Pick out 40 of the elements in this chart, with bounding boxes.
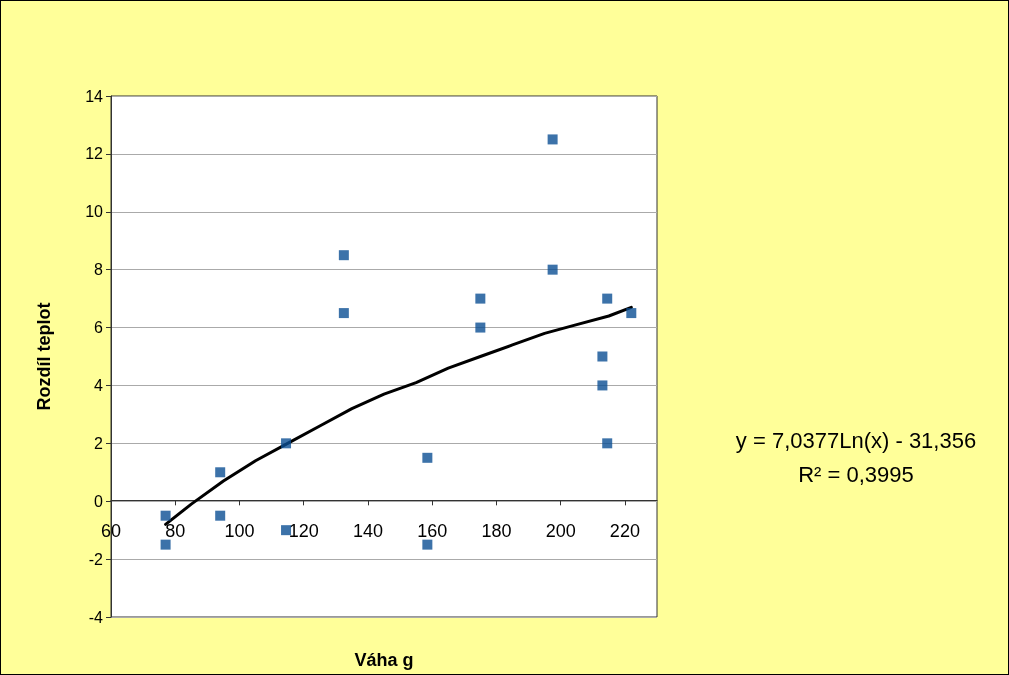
y-tick-label: 12 (85, 145, 104, 163)
y-tick-label: 10 (85, 203, 104, 221)
x-tick-label: 160 (417, 521, 448, 542)
x-tick-label: 140 (352, 521, 383, 542)
y-tick-label: 0 (94, 492, 104, 510)
text: y = 7,0377Ln(x) - 31,356 (735, 427, 977, 453)
point (160, 539, 171, 550)
point (626, 308, 637, 319)
x-tick-label: 100 (224, 521, 255, 542)
y-tick-label: 14 (85, 87, 104, 105)
point (597, 351, 608, 362)
point (475, 322, 486, 333)
y-tick-label: 6 (94, 319, 104, 337)
point (160, 510, 171, 521)
point (547, 264, 558, 275)
point (215, 510, 226, 521)
point (597, 380, 608, 391)
x-tick-label: 200 (545, 521, 576, 542)
point (215, 467, 226, 478)
text: R² = 0,3995 (798, 461, 914, 487)
point (475, 293, 486, 304)
point (338, 308, 349, 319)
y-tick-label: 2 (94, 434, 104, 452)
x-axis-title: Váha g (354, 650, 414, 670)
y-axis-title: Rozdíl teplot (34, 302, 54, 411)
y-tick-label: 4 (94, 376, 104, 394)
x-tick-label: 120 (288, 521, 319, 542)
point (602, 293, 613, 304)
x-tick-label: 180 (481, 521, 512, 542)
y-tick-label: -2 (88, 550, 104, 568)
y-tick-label: -4 (88, 608, 104, 626)
x-tick-label: 220 (609, 521, 640, 542)
point (422, 539, 433, 550)
point (547, 134, 558, 145)
point (338, 250, 349, 261)
y-tick-label: 8 (94, 261, 104, 279)
point (422, 452, 433, 463)
point (281, 438, 292, 449)
x-tick-label: 80 (165, 521, 186, 542)
point (602, 438, 613, 449)
